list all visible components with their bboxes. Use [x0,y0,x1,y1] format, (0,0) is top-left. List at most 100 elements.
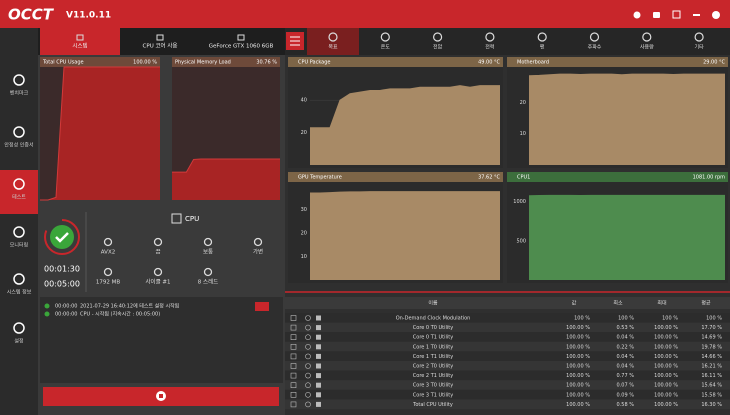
chart-title: CPU1 [517,175,530,181]
row-monitor[interactable] [316,382,321,388]
param-icon [253,237,263,247]
row-checkbox[interactable] [290,391,297,398]
data-line [310,191,500,194]
row-checkbox[interactable] [290,334,297,341]
copy-log[interactable] [255,302,269,311]
table-row[interactable] [285,370,730,381]
sidebar-label[interactable]: 벤치마크 [10,90,29,97]
row-checkbox[interactable] [290,363,297,369]
left-tab-label[interactable]: 시스템 [72,43,87,50]
monitor-tab-label[interactable]: 기타 [694,44,704,51]
table-cell: Core 2 T1 Utility [413,373,454,379]
row-monitor[interactable] [316,363,321,369]
y-tick-label: 10 [520,131,526,137]
row-graph[interactable] [305,401,311,408]
table-cell: 0.22 % [617,344,635,350]
chart-header [172,57,280,67]
y-tick-label: 500 [516,238,526,244]
param-icon [203,237,213,247]
monitor-tab-label[interactable]: 전압 [433,44,443,51]
table-row[interactable] [285,341,730,352]
row-checkbox[interactable] [290,372,297,379]
column-header[interactable]: 최대 [657,300,667,307]
row-monitor[interactable] [316,315,321,321]
row-monitor[interactable] [316,344,321,350]
row-checkbox[interactable] [290,343,297,350]
column-header[interactable]: 평균 [701,300,711,307]
table-cell: 100.00 % [654,383,678,389]
sidebar-label[interactable]: 시스템 정보 [7,289,32,296]
row-checkbox[interactable] [290,324,297,331]
table-cell: 0.58 % [617,402,635,408]
row-monitor[interactable] [316,401,321,407]
column-header[interactable]: 최소 [613,300,623,307]
table-cell: Core 0 T0 Utility [413,325,454,331]
table-row[interactable] [285,313,730,323]
table-row[interactable] [285,332,730,342]
row-monitor[interactable] [316,373,321,379]
row-graph[interactable] [305,353,311,360]
monitor-tab-label[interactable]: 목표 [328,45,338,51]
left-tab-label[interactable]: CPU 코어 사용 [143,42,178,50]
column-header[interactable]: 값 [572,300,577,307]
row-checkbox[interactable] [290,401,297,408]
chart-header [507,57,728,67]
table-cell: Core 3 T1 Utility [413,392,454,398]
sidebar-icon [13,178,25,190]
table-cell: 100 % [662,316,678,322]
row-graph[interactable] [305,334,311,341]
monitor-tab-label[interactable]: 온도 [381,45,391,51]
row-monitor[interactable] [316,353,321,359]
active-tab[interactable] [40,28,120,55]
sidebar-icon [13,74,25,86]
table-cell: 100 % [574,316,590,322]
sidebar-label[interactable]: 모니터링 [10,242,28,249]
monitor-tab-label[interactable]: 전력 [485,44,494,51]
sidebar-label[interactable]: 테스트 [12,194,26,201]
table-row[interactable] [285,361,730,371]
row-checkbox[interactable] [290,353,297,360]
param-icon [103,267,113,277]
param-icon [153,237,163,247]
table-cell: 19.78 % [701,344,722,350]
table-row[interactable] [285,322,730,333]
y-tick-label: 40 [301,98,307,104]
row-graph[interactable] [305,372,311,379]
column-header[interactable]: 이름 [428,300,438,307]
row-graph[interactable] [305,343,311,350]
table-row[interactable] [285,380,730,390]
sidebar-label[interactable]: 안정성 인증서 [4,142,33,149]
row-graph[interactable] [305,315,311,321]
monitor-tab-label[interactable]: 주파수 [588,44,602,51]
row-monitor[interactable] [316,392,321,398]
row-monitor[interactable] [316,334,321,340]
row-graph[interactable] [305,382,311,389]
title-bar [0,0,730,28]
param-icon [203,267,213,277]
table-cell: 100.00 % [566,364,590,370]
logo: OCCT [8,6,55,24]
row-monitor[interactable] [316,325,321,331]
monitor-tab-label[interactable]: 사용량 [640,44,654,51]
sidebar-label[interactable]: 설정 [14,338,23,345]
row-graph[interactable] [305,391,311,398]
row-checkbox[interactable] [290,382,297,389]
left-tab-label[interactable]: GeForce GTX 1060 6GB [209,44,274,50]
table-row[interactable] [285,399,730,409]
chart-title: CPU Package [298,60,330,66]
row-checkbox[interactable] [290,315,297,321]
row-graph[interactable] [305,363,311,369]
monitor-tab-label[interactable]: 팬 [540,44,545,51]
table-row[interactable] [285,389,730,400]
window-controls[interactable] [633,10,721,19]
tab-icon [156,34,164,41]
table-row[interactable] [285,351,730,361]
row-graph[interactable] [305,324,311,331]
sidebar-icon [13,226,25,238]
progress-ring [44,219,80,255]
monitor-tab-icon [433,32,443,42]
monitor-toolbar [285,28,730,55]
table-cell: 100 % [706,316,722,322]
table-cell: 100.00 % [654,354,678,360]
